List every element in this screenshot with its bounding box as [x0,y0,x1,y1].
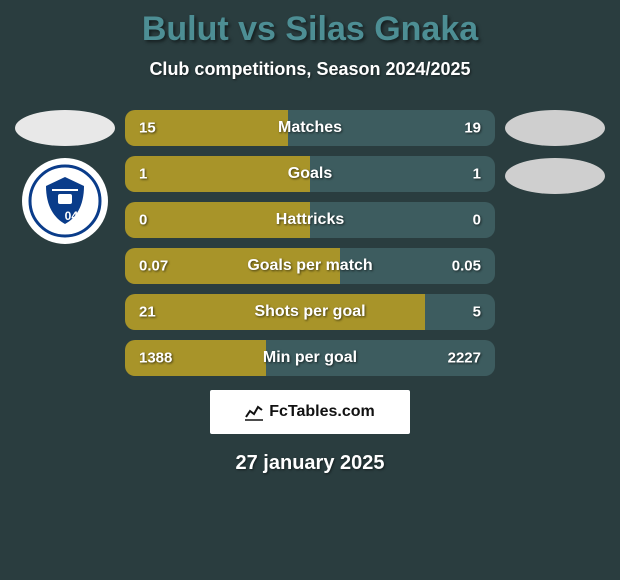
stat-label: Goals [288,165,332,183]
right-player-col [505,110,605,194]
stat-value-left: 0.07 [139,258,168,275]
stat-value-left: 1 [139,166,147,183]
svg-text:04: 04 [65,209,79,223]
stat-label: Shots per goal [254,303,365,321]
main-row: 04 Matches 15 19 Goals 1 1 Hattricks 0 0 Goals pe… [0,110,620,376]
stat-value-right: 0 [473,212,481,229]
page-subtitle: Club competitions, Season 2024/2025 [0,59,620,80]
stat-row: Goals 1 1 [125,156,495,192]
stat-label: Hattricks [276,211,344,229]
left-player-col: 04 [15,110,115,244]
player-ellipse [505,158,605,194]
stat-value-right: 0.05 [452,258,481,275]
stat-row: Matches 15 19 [125,110,495,146]
page-title: Bulut vs Silas Gnaka [0,10,620,49]
stat-row: Min per goal 1388 2227 [125,340,495,376]
attribution-text: FcTables.com [269,403,375,421]
stat-value-right: 1 [473,166,481,183]
stat-value-right: 19 [464,120,481,137]
chart-icon [245,403,263,421]
stat-value-right: 2227 [448,350,481,367]
stat-segment-right [425,294,495,330]
player-ellipse [505,110,605,146]
attribution-badge: FcTables.com [210,390,410,434]
stat-row: Goals per match 0.07 0.05 [125,248,495,284]
stat-value-left: 1388 [139,350,172,367]
stat-value-left: 15 [139,120,156,137]
stat-segment-left [125,156,310,192]
player-ellipse [15,110,115,146]
stat-label: Goals per match [247,257,372,275]
stat-row: Hattricks 0 0 [125,202,495,238]
stats-column: Matches 15 19 Goals 1 1 Hattricks 0 0 Goals per m… [125,110,495,376]
comparison-container: Bulut vs Silas Gnaka Club competitions, … [0,0,620,580]
stat-value-right: 5 [473,304,481,321]
stat-row: Shots per goal 21 5 [125,294,495,330]
club-badge-left: 04 [22,158,108,244]
shield-icon: 04 [28,164,102,238]
stat-value-left: 21 [139,304,156,321]
date-text: 27 january 2025 [0,452,620,475]
stat-label: Min per goal [263,349,357,367]
stat-label: Matches [278,119,342,137]
stat-value-left: 0 [139,212,147,229]
stat-segment-right [310,156,495,192]
